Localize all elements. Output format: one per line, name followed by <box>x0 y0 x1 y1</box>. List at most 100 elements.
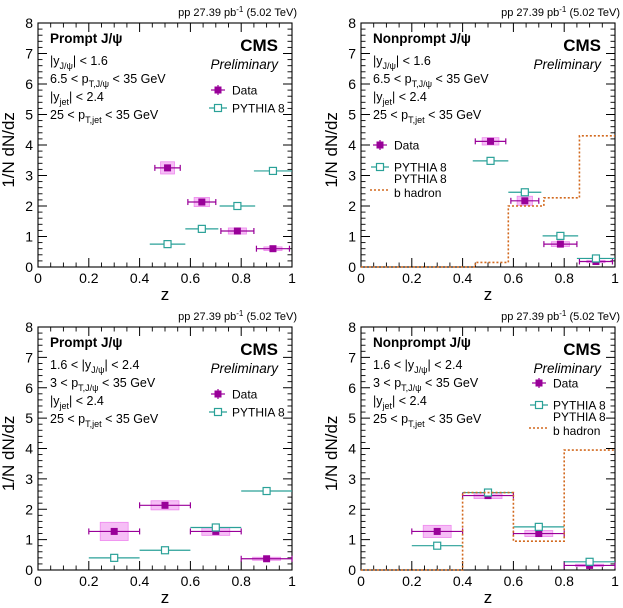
x-tick-label: 1 <box>288 270 296 286</box>
cut-text: |y <box>373 394 383 408</box>
cut-text: |y <box>373 90 383 104</box>
cut-text: | < 2.4 <box>69 90 104 104</box>
pythia-point <box>585 557 594 566</box>
cut-text: 25 < p <box>373 108 408 122</box>
lumi-superscript: -1 <box>236 5 244 14</box>
cut-label: 3 < pT,J/ψ < 35 GeV <box>50 376 156 393</box>
lumi-energy: (5.02 TeV) <box>566 311 620 323</box>
cut-text: 1.6 < |y <box>373 358 415 372</box>
cut-text: 1.6 < |y <box>50 358 92 372</box>
cut-text: | < 2.4 <box>428 358 463 372</box>
pythia-point <box>556 231 565 240</box>
pythia-point <box>262 486 271 496</box>
pythia-point <box>520 188 529 197</box>
data-point <box>263 555 271 563</box>
legend-label-bhadron: b hadron <box>394 186 441 200</box>
lumi-energy: (5.02 TeV) <box>243 7 297 19</box>
y-tick-label: 4 <box>348 441 356 457</box>
cut-subscript: T,jet <box>85 419 102 429</box>
cut-text: |y <box>50 394 60 408</box>
x-tick-label: 0.4 <box>130 573 150 589</box>
cut-subscript: jet <box>382 401 393 411</box>
luminosity-label: pp 27.39 pb-1 (5.02 TeV) <box>178 5 297 19</box>
x-tick-label: 0.6 <box>181 573 201 589</box>
pythia-point <box>160 546 170 555</box>
x-tick-label: 0 <box>357 270 365 286</box>
pythia-point <box>211 523 220 532</box>
cut-label: |yjet| < 2.4 <box>373 394 427 411</box>
legend-data-marker <box>376 141 384 149</box>
x-tick-label: 0.6 <box>504 573 524 589</box>
panel-title: Nonprompt J/ψ <box>373 31 471 46</box>
y-tick-label: 7 <box>348 349 356 365</box>
panel-title: Nonprompt J/ψ <box>373 335 471 350</box>
pythia-point <box>534 522 543 531</box>
chart-panel-4: 0 1 2 3 4 5 6 7 8 0 0.2 0.4 0.6 0.8 1 z 1/N dN/dz pp 27.3… <box>322 309 620 607</box>
data-point <box>556 240 564 248</box>
cut-subscript: T,J/ψ <box>89 79 109 89</box>
cut-text: 25 < p <box>50 108 85 122</box>
legend-pythia-marker <box>534 400 544 410</box>
cut-subscript: J/ψ <box>414 365 427 375</box>
legend-pythia-marker <box>213 407 223 417</box>
x-tick-label: 0.4 <box>453 270 473 286</box>
y-tick-label: 2 <box>348 501 356 517</box>
x-tick-label: 0 <box>34 270 42 286</box>
cut-subscript: J/ψ <box>91 365 104 375</box>
cut-text: | < 2.4 <box>392 90 427 104</box>
legend-data-marker <box>535 379 543 387</box>
cut-text: < 35 GeV <box>425 108 482 122</box>
legend-label-pythia: PYTHIA 8 <box>553 399 606 413</box>
cut-text: 6.5 < p <box>373 72 412 86</box>
preliminary-label: Preliminary <box>210 361 279 376</box>
y-tick-label: 1 <box>348 229 356 245</box>
y-tick-label: 2 <box>25 198 33 214</box>
legend-label-data: Data <box>232 84 258 98</box>
data-point <box>164 164 172 172</box>
y-tick-label: 4 <box>348 137 356 153</box>
cut-subscript: T,jet <box>408 419 425 429</box>
lumi-superscript: -1 <box>559 309 567 318</box>
cut-label: |yJ/ψ| < 1.6 <box>50 54 108 71</box>
data-point <box>521 197 529 205</box>
y-tick-label: 7 <box>25 349 33 365</box>
cut-label: |yjet| < 2.4 <box>50 394 104 411</box>
y-tick-label: 6 <box>348 380 356 396</box>
cms-label: CMS <box>563 36 601 55</box>
cut-text: < 35 GeV <box>432 72 489 86</box>
y-tick-label: 5 <box>348 107 356 123</box>
cut-label: 1.6 < |yJ/ψ| < 2.4 <box>373 358 462 375</box>
cut-subscript: T,jet <box>408 115 425 125</box>
x-tick-label: 1 <box>611 270 619 286</box>
cut-text: < 35 GeV <box>425 412 482 426</box>
data-point <box>269 245 277 253</box>
legend-label-bhadron: PYTHIA 8 <box>553 410 606 424</box>
x-axis-title: z <box>484 588 493 607</box>
x-tick-label: 0.8 <box>231 270 251 286</box>
cut-label: 3 < pT,J/ψ < 35 GeV <box>373 376 479 393</box>
data-point <box>535 530 543 538</box>
cut-text: |y <box>50 54 60 68</box>
cut-subscript: jet <box>59 97 70 107</box>
cut-subscript: jet <box>382 97 393 107</box>
y-axis-title: 1/N dN/dz <box>322 112 341 188</box>
y-tick-label: 1 <box>25 532 33 548</box>
x-tick-label: 0.2 <box>79 573 99 589</box>
legend-pythia-marker <box>375 162 385 172</box>
cut-text: | < 1.6 <box>396 54 431 68</box>
y-tick-label: 3 <box>25 168 33 184</box>
legend-label-data: Data <box>232 388 258 402</box>
preliminary-label: Preliminary <box>533 57 602 72</box>
legend-data-marker <box>214 390 222 398</box>
panel-title: Prompt J/ψ <box>50 31 122 46</box>
pythia-point <box>433 541 442 550</box>
cut-label: 25 < pT,jet < 35 GeV <box>373 108 482 125</box>
y-tick-label: 4 <box>25 441 33 457</box>
legend-label-bhadron: b hadron <box>553 424 600 438</box>
pythia-point <box>486 156 495 165</box>
luminosity-label: pp 27.39 pb-1 (5.02 TeV) <box>178 309 297 323</box>
data-point <box>433 527 441 535</box>
legend-data-marker <box>214 86 222 94</box>
